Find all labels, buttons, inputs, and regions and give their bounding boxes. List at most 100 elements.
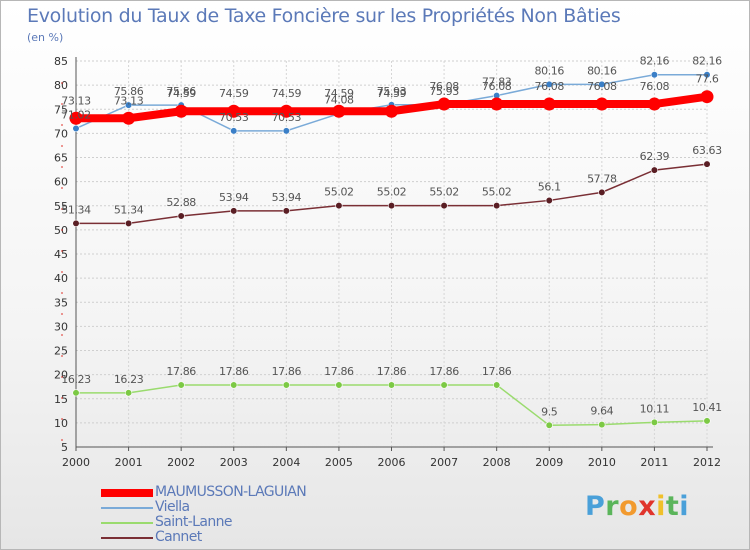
data-point [647, 97, 661, 111]
logo-letter: r [605, 491, 620, 522]
data-point [493, 202, 501, 210]
data-point [122, 111, 136, 125]
data-point [174, 104, 188, 118]
data-label: 55.02 [482, 186, 512, 199]
data-point [440, 381, 448, 389]
data-label: 16.23 [61, 373, 91, 386]
data-point [598, 188, 606, 196]
data-label: 17.86 [219, 365, 249, 378]
data-label: 80.16 [587, 64, 617, 77]
data-point [385, 104, 398, 118]
data-label: 53.94 [219, 191, 249, 204]
data-label: 75.86 [166, 85, 196, 98]
data-label: 74.59 [166, 87, 196, 100]
x-tick-label: 2008 [483, 456, 511, 469]
logo-letter: x [638, 491, 657, 522]
data-point [72, 389, 80, 397]
x-tick-label: 2012 [693, 456, 721, 469]
data-point [703, 160, 711, 168]
data-point [542, 97, 556, 111]
data-point [282, 381, 290, 389]
x-tick-label: 2003 [220, 456, 248, 469]
x-tick-label: 2010 [588, 456, 616, 469]
data-label: 17.86 [429, 365, 459, 378]
grid-layer [75, 60, 708, 448]
data-point [493, 381, 501, 389]
data-point [387, 381, 396, 389]
data-point [700, 90, 714, 104]
y-tick-label: 85 [54, 55, 68, 68]
data-label: 56.1 [538, 180, 561, 193]
data-point [177, 381, 185, 389]
data-label: 17.86 [166, 365, 196, 378]
data-point [72, 124, 80, 133]
x-tick-label: 2004 [272, 456, 300, 469]
data-label: 74.59 [272, 87, 302, 100]
data-label: 9.64 [590, 405, 613, 418]
data-point [387, 202, 396, 210]
y-tick-label: 40 [54, 272, 68, 285]
data-point [437, 97, 451, 111]
data-label: 55.02 [377, 186, 407, 199]
data-point [332, 104, 346, 118]
x-tick-label: 2002 [167, 456, 195, 469]
data-point [227, 104, 241, 118]
data-label: 17.86 [377, 365, 407, 378]
data-label: 52.88 [166, 196, 196, 209]
x-tick-label: 2007 [430, 456, 458, 469]
data-label: 17.86 [324, 365, 354, 378]
data-label: 76.08 [535, 80, 565, 93]
y-tick-label: 70 [54, 127, 68, 140]
data-label: 77.83 [482, 76, 512, 89]
data-label: 76.08 [587, 80, 617, 93]
data-point [545, 421, 553, 429]
data-point [230, 381, 238, 389]
y-tick-label: 60 [54, 176, 68, 189]
legend-item-maumusson-laguian[interactable]: MAUMUSSON-LAGUIAN [101, 485, 307, 500]
data-label: 77.6 [696, 73, 719, 86]
data-point [335, 381, 343, 389]
data-label: 55.02 [324, 186, 354, 199]
legend-label: Cannet [155, 529, 202, 545]
data-label: 10.11 [640, 402, 670, 415]
data-label: 75.93 [377, 85, 407, 98]
logo-letter: o [619, 491, 639, 522]
legend-item-viella[interactable]: Viella [101, 500, 306, 515]
data-point [598, 421, 606, 429]
x-tick-label: 2005 [325, 456, 353, 469]
legend-label: Saint-Lanne [155, 514, 233, 530]
legend-swatch [101, 488, 153, 497]
y-tick-label: 45 [54, 248, 68, 261]
data-label: 73.13 [114, 94, 144, 107]
data-label: 74.08 [324, 94, 354, 107]
legend-swatch [101, 536, 153, 539]
data-point [598, 80, 606, 88]
data-point [69, 111, 83, 125]
data-label: 16.23 [114, 373, 144, 386]
data-point [72, 219, 80, 228]
data-label-layer: 73.13 73.13 74.59 74.59 74.59 74.59 74.59 76.08… [61, 55, 722, 419]
chart-subtitle: (en %) [27, 31, 64, 44]
data-point [124, 219, 133, 228]
data-label: 74.59 [219, 87, 249, 100]
data-label: 70.53 [272, 111, 302, 124]
data-label: 76.08 [429, 80, 459, 93]
chart-legend: MAUMUSSON-LAGUIAN Viella Saint-Lanne Cannet [101, 485, 307, 545]
legend-swatch [101, 506, 153, 509]
data-label: 75.86 [114, 85, 144, 98]
data-point [595, 97, 609, 111]
x-tick-label: 2000 [62, 456, 90, 469]
x-tick-label: 2009 [535, 456, 563, 469]
logo-letter: i [656, 491, 666, 522]
data-label: 17.86 [482, 365, 512, 378]
data-point [279, 104, 293, 118]
y-tick-label: 65 [54, 152, 68, 165]
legend-item-cannet[interactable]: Cannet [101, 530, 306, 545]
data-label: 74.59 [324, 87, 354, 100]
legend-item-saint-lanne[interactable]: Saint-Lanne [101, 515, 306, 530]
data-point [335, 202, 343, 210]
data-point [282, 127, 290, 135]
data-label: 76.08 [482, 80, 512, 93]
